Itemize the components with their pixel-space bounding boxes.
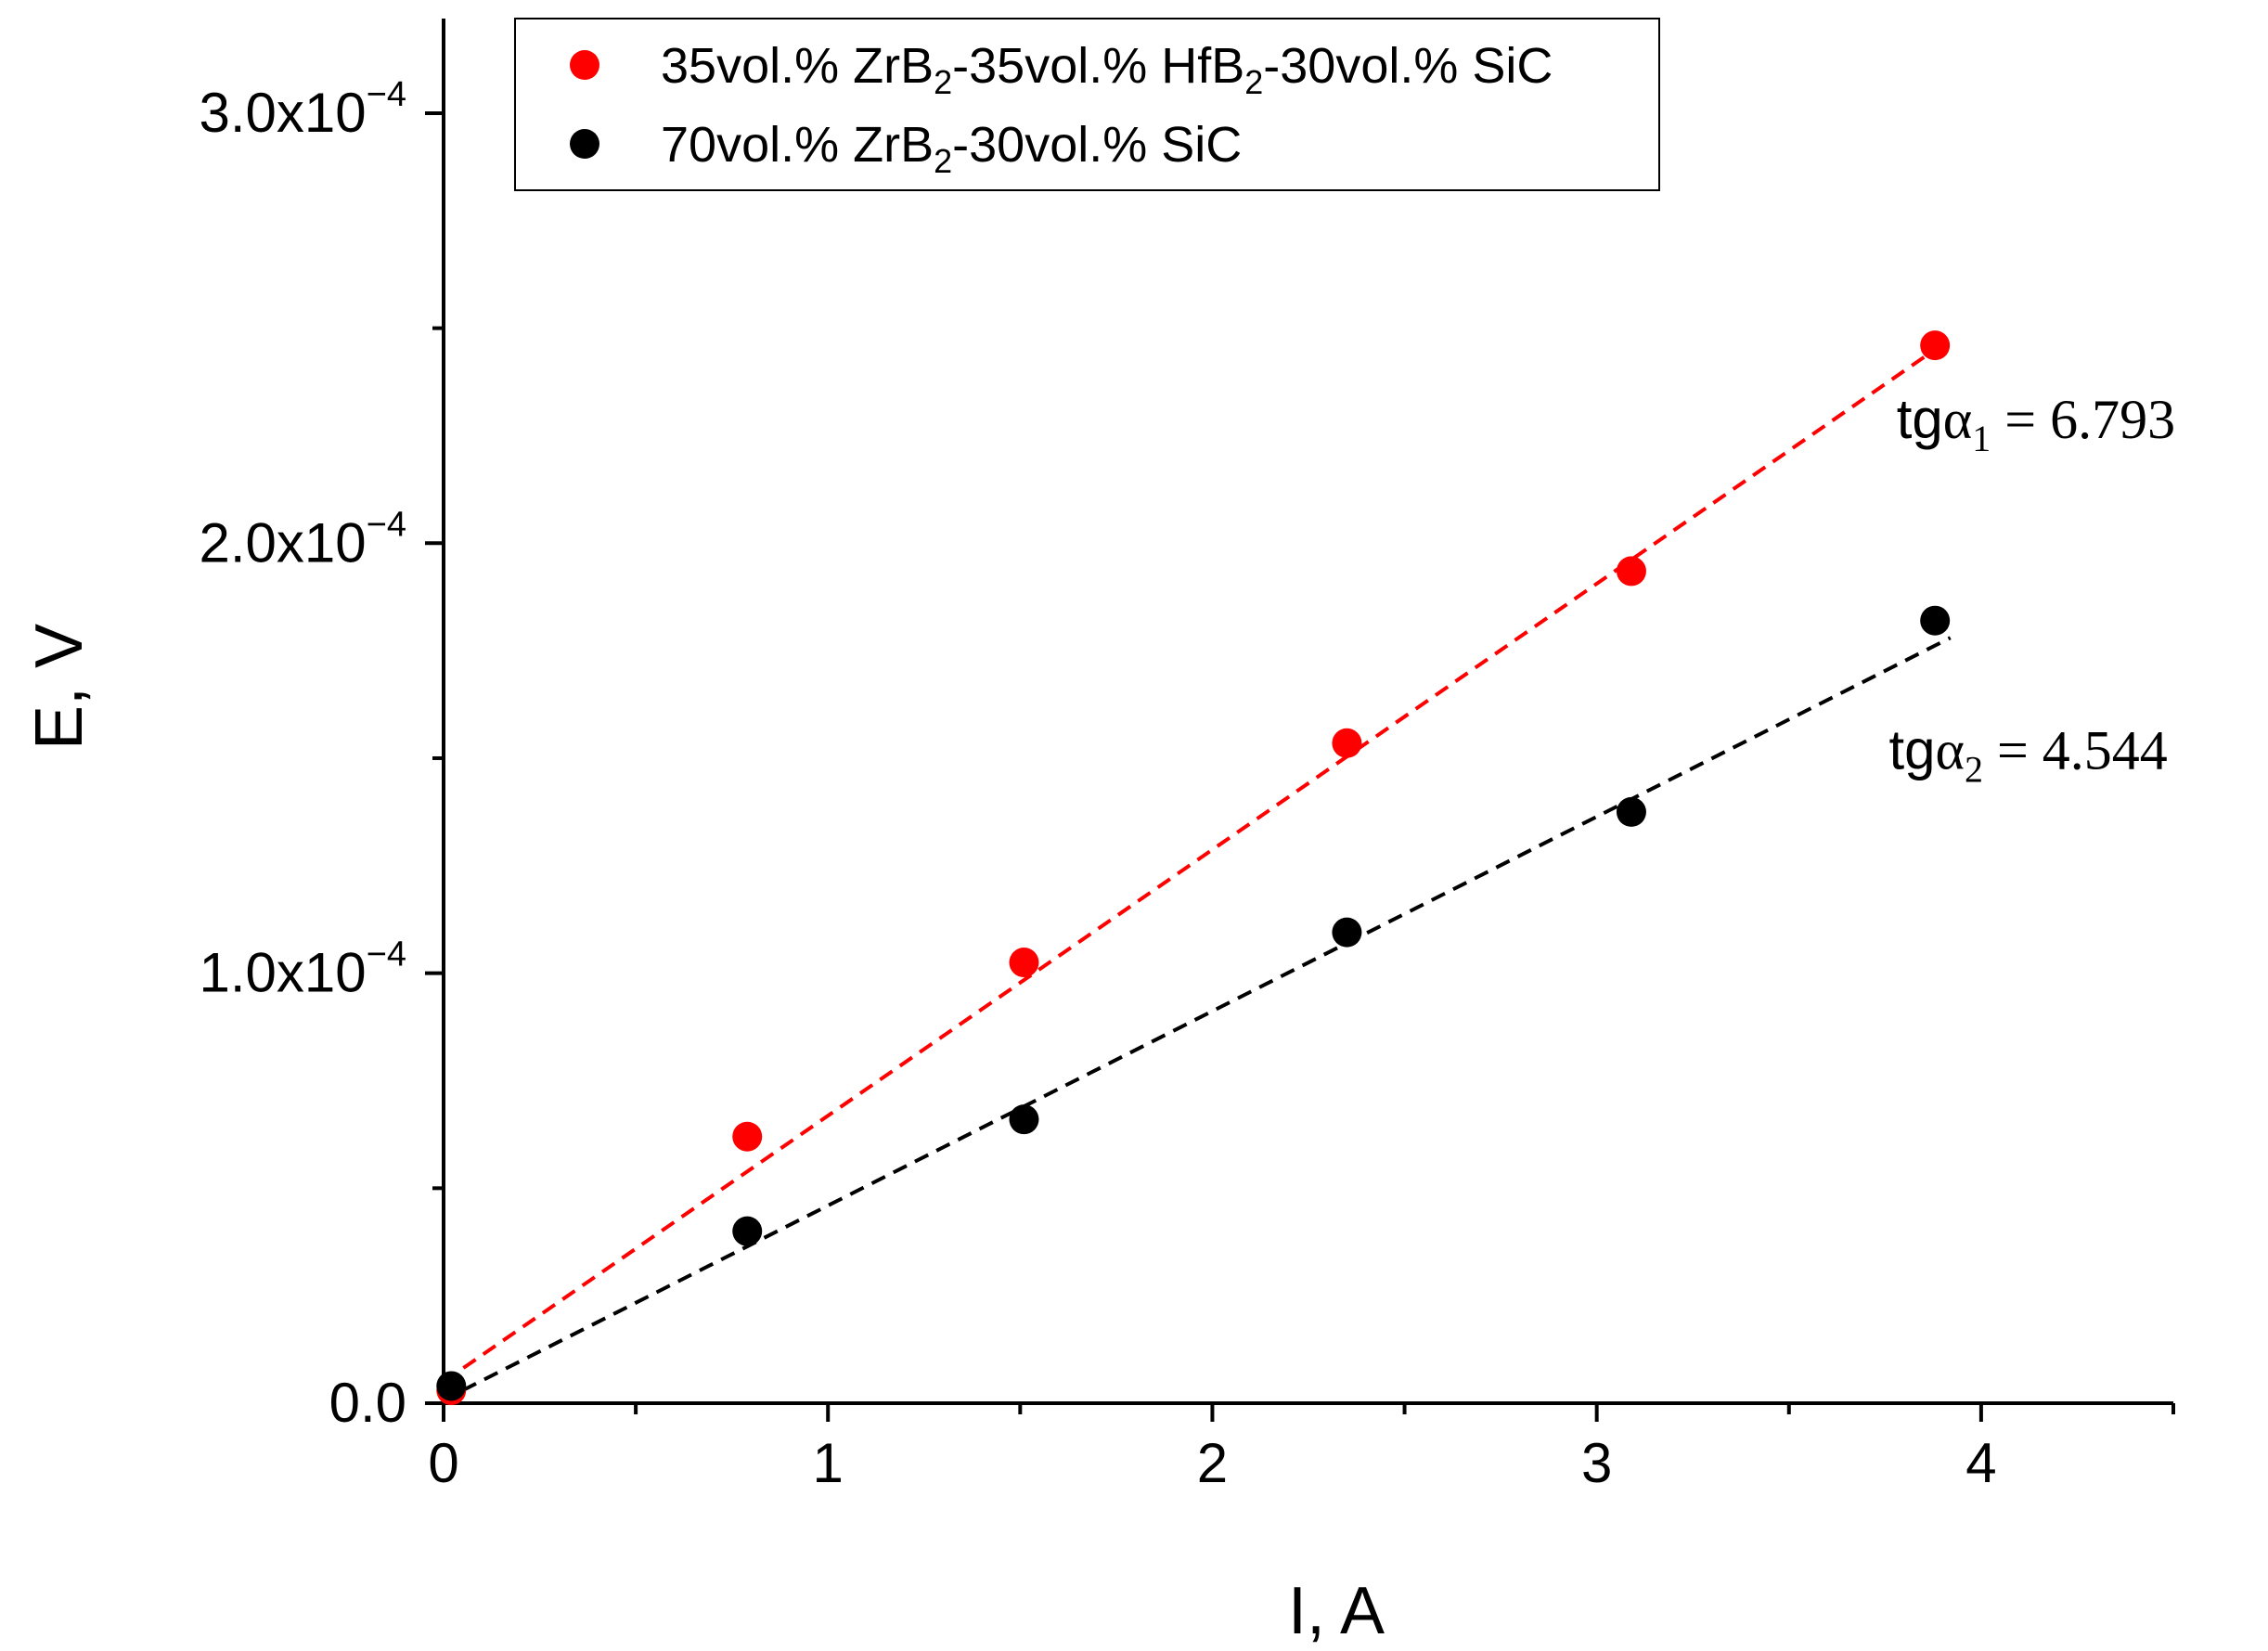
data-point-series-2 [1616, 796, 1646, 827]
fit-lines [442, 337, 1952, 1392]
legend: 35vol.% ZrB2-35vol.% HfB2-30vol.% SiC70v… [514, 18, 1660, 191]
data-point-series-1 [732, 1121, 763, 1152]
annotation-value: = 4.544 [1983, 720, 2168, 781]
slope-annotation-1: tgα1 = 6.793 [1897, 388, 2175, 459]
legend-text: -35vol.% HfB [952, 38, 1244, 94]
annotation-value: = 6.793 [1991, 389, 2175, 450]
y-tick-label: 2.0x10−4 [200, 505, 406, 574]
axes [425, 19, 2175, 1422]
y-tick-mantissa: 3.0x10 [200, 82, 367, 144]
legend-label-series-2: 70vol.% ZrB2-30vol.% SiC [661, 117, 1242, 180]
y-axis-title: E, V [22, 624, 97, 750]
x-tick-label: 1 [813, 1432, 844, 1494]
fit-line-series-2 [461, 636, 1952, 1392]
x-tick-label: 2 [1197, 1432, 1228, 1494]
data-point-series-2 [1009, 1104, 1039, 1135]
y-tick-label: 1.0x10−4 [200, 935, 406, 1004]
legend-box [514, 18, 1660, 191]
x-tick-label: 3 [1581, 1432, 1612, 1494]
legend-subscript: 2 [934, 142, 952, 180]
x-tick-label: 4 [1965, 1432, 1996, 1494]
annotation-subscript: 1 [1972, 418, 1991, 459]
x-axis-title: I, A [1288, 1574, 1385, 1648]
legend-marker-series-1 [570, 50, 599, 80]
legend-text: 35vol.% ZrB [661, 38, 934, 94]
axis-labels: 0 1 2 3 40.01.0x10−42.0x10−43.0x10−4I, AE, V [22, 75, 1997, 1648]
annotation-subscript: 2 [1965, 749, 1983, 791]
data-points [436, 330, 1951, 1406]
data-point-series-2 [1920, 605, 1951, 636]
legend-subscript: 2 [1244, 63, 1263, 101]
y-tick-mantissa: 0.0 [329, 1372, 406, 1434]
data-point-series-1 [1332, 728, 1362, 758]
y-tick-exponent: −4 [367, 75, 406, 114]
legend-text: 70vol.% ZrB [661, 117, 934, 173]
x-tick-label: 0 [428, 1432, 458, 1494]
annotation-greek: α [1943, 389, 1972, 450]
data-point-series-1 [1920, 330, 1951, 361]
data-point-series-1 [1009, 948, 1039, 978]
y-tick-mantissa: 2.0x10 [200, 511, 367, 574]
legend-text: -30vol.% SiC [1263, 38, 1553, 94]
data-point-series-2 [436, 1371, 467, 1401]
y-tick-label: 3.0x10−4 [200, 75, 406, 144]
data-point-series-2 [732, 1216, 763, 1246]
data-point-series-2 [1332, 917, 1362, 948]
annotation-prefix: tg [1897, 388, 1943, 450]
y-tick-mantissa: 1.0x10 [200, 942, 367, 1004]
data-point-series-1 [1616, 556, 1646, 587]
slope-annotation-2: tgα2 = 4.544 [1888, 719, 2167, 791]
legend-marker-series-2 [570, 129, 599, 159]
legend-subscript: 2 [934, 63, 952, 101]
annotation-greek: α [1936, 720, 1965, 781]
y-tick-exponent: −4 [367, 505, 406, 544]
y-tick-exponent: −4 [367, 935, 406, 974]
y-tick-label: 0.0 [329, 1372, 406, 1434]
legend-text: -30vol.% SiC [952, 117, 1242, 173]
annotation-prefix: tg [1888, 719, 1935, 781]
fit-line-series-1 [442, 337, 1952, 1384]
legend-label-series-1: 35vol.% ZrB2-35vol.% HfB2-30vol.% SiC [661, 38, 1553, 101]
